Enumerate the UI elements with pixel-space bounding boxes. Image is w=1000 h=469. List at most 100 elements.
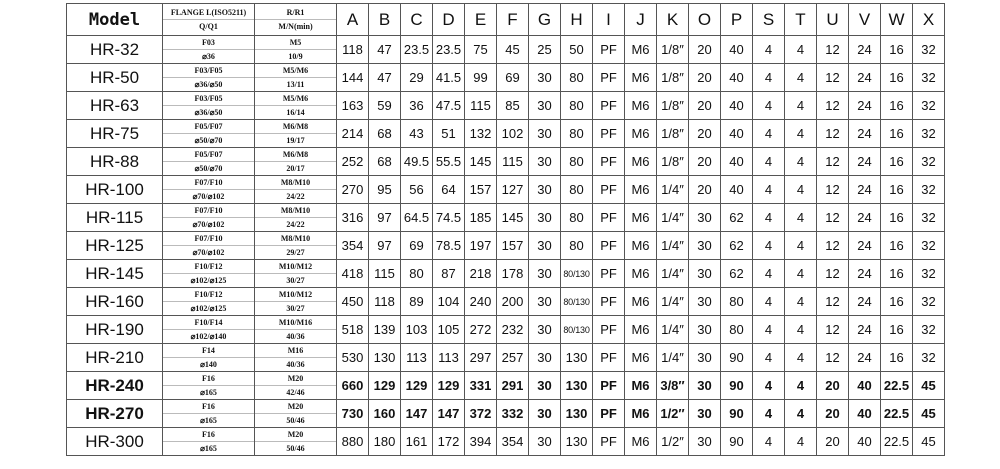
value-cell-D: 129 — [432, 371, 465, 400]
flange-cell: F16 ⌀165 — [162, 371, 255, 400]
value-cell-E: 145 — [464, 147, 497, 176]
value-cell-T: 4 — [784, 343, 817, 372]
value-cell-V: 24 — [848, 315, 881, 344]
value-cell-B: 97 — [368, 231, 401, 260]
flange-type: F05/F07 — [163, 120, 254, 134]
value-cell-P: 40 — [720, 63, 753, 92]
bolt-depth: 16/14 — [286, 108, 305, 117]
column-header-J: J — [624, 3, 657, 36]
value-cell-C: 43 — [400, 119, 433, 148]
value-cell-W: 16 — [880, 175, 913, 204]
value-cell-G: 30 — [528, 231, 561, 260]
r-cell: M10/M12 30/27 — [254, 287, 337, 316]
value-cell-P: 90 — [720, 343, 753, 372]
value-cell-C: 56 — [400, 175, 433, 204]
r-cell: M10/M16 40/36 — [254, 315, 337, 344]
flange-diameter: ⌀36/⌀50 — [194, 108, 223, 117]
value-cell-F: 127 — [496, 175, 529, 204]
value-cell-H: 80 — [560, 63, 593, 92]
value-cell-E: 272 — [464, 315, 497, 344]
column-header-A: A — [336, 3, 369, 36]
value-cell-D: 51 — [432, 119, 465, 148]
value-cell-F: 257 — [496, 343, 529, 372]
column-header-S: S — [752, 3, 785, 36]
value-cell-T: 4 — [784, 203, 817, 232]
bolt-depth: 50/46 — [286, 416, 305, 425]
value-cell-H: 130 — [560, 427, 593, 456]
value-cell-F: 354 — [496, 427, 529, 456]
value-cell-C: 89 — [400, 287, 433, 316]
table-row: HR-145 F10/F12 ⌀102/⌀125 M10/M12 30/27 418 1… — [66, 259, 945, 288]
column-header-P: P — [720, 3, 753, 36]
value-cell-P: 80 — [720, 287, 753, 316]
r-cell: M5/M6 13/11 — [254, 63, 337, 92]
flange-diameter: ⌀70/⌀102 — [192, 220, 225, 229]
value-cell-V: 24 — [848, 35, 881, 64]
value-cell-X: 45 — [912, 371, 945, 400]
flange-type: F10/F14 — [163, 316, 254, 330]
value-cell-T: 4 — [784, 371, 817, 400]
value-cell-S: 4 — [752, 343, 785, 372]
value-cell-K: 1/4″ — [656, 343, 689, 372]
value-cell-T: 4 — [784, 231, 817, 260]
value-cell-I: PF — [592, 231, 625, 260]
table-row: HR-32 F03 ⌀36 M5 10/9 118 47 23.5 23.5 75 45 25 50… — [66, 35, 945, 64]
value-cell-P: 40 — [720, 175, 753, 204]
flange-cell: F10/F14 ⌀102/⌀140 — [162, 315, 255, 344]
table-row: HR-63 F03/F05 ⌀36/⌀50 M5/M6 16/14 163 59 36 47… — [66, 91, 945, 120]
value-cell-C: 129 — [400, 371, 433, 400]
table-row: HR-300 F16 ⌀165 M20 50/46 880 180 161 172 394 35… — [66, 427, 945, 456]
r-cell: M8/M10 29/27 — [254, 231, 337, 260]
value-cell-D: 64 — [432, 175, 465, 204]
value-cell-O: 30 — [688, 203, 721, 232]
table-row: HR-270 F16 ⌀165 M20 50/46 730 160 147 147 372 33… — [66, 399, 945, 428]
value-cell-E: 394 — [464, 427, 497, 456]
bolt-depth: 24/22 — [286, 192, 305, 201]
value-cell-A: 450 — [336, 287, 369, 316]
value-cell-O: 30 — [688, 231, 721, 260]
value-cell-T: 4 — [784, 259, 817, 288]
value-cell-U: 12 — [816, 119, 849, 148]
value-cell-C: 49.5 — [400, 147, 433, 176]
column-header-H: H — [560, 3, 593, 36]
flange-type: F10/F12 — [163, 260, 254, 274]
value-cell-S: 4 — [752, 175, 785, 204]
flange-type: F07/F10 — [163, 232, 254, 246]
flange-diameter: ⌀140 — [200, 360, 217, 369]
model-cell: HR-190 — [66, 315, 163, 344]
value-cell-S: 4 — [752, 231, 785, 260]
value-cell-J: M6 — [624, 119, 657, 148]
model-cell: HR-32 — [66, 35, 163, 64]
specification-table: Model FLANGE L(ISO5211) Q/Q1 R/R1 M/N(min)… — [66, 3, 945, 456]
flange-diameter: ⌀165 — [200, 416, 217, 425]
value-cell-H: 80 — [560, 147, 593, 176]
value-cell-K: 1/2″ — [656, 399, 689, 428]
value-cell-J: M6 — [624, 399, 657, 428]
value-cell-X: 32 — [912, 203, 945, 232]
flange-diameter: ⌀70/⌀102 — [192, 248, 225, 257]
flange-cell: F07/F10 ⌀70/⌀102 — [162, 203, 255, 232]
value-cell-E: 115 — [464, 91, 497, 120]
flange-type: F05/F07 — [163, 148, 254, 162]
value-cell-I: PF — [592, 119, 625, 148]
r-cell: M5/M6 16/14 — [254, 91, 337, 120]
model-cell: HR-88 — [66, 147, 163, 176]
value-cell-U: 12 — [816, 231, 849, 260]
value-cell-G: 30 — [528, 371, 561, 400]
bolt-size: M6/M8 — [255, 120, 336, 134]
bolt-size: M5/M6 — [255, 64, 336, 78]
value-cell-O: 30 — [688, 427, 721, 456]
value-cell-U: 12 — [816, 287, 849, 316]
flange-header: FLANGE L(ISO5211) Q/Q1 — [162, 3, 255, 36]
value-cell-P: 62 — [720, 259, 753, 288]
value-cell-E: 157 — [464, 175, 497, 204]
flange-diameter: ⌀36 — [202, 52, 215, 61]
value-cell-X: 32 — [912, 119, 945, 148]
column-header-W: W — [880, 3, 913, 36]
flange-type: F14 — [163, 344, 254, 358]
value-cell-E: 75 — [464, 35, 497, 64]
bolt-size: M20 — [255, 400, 336, 414]
flange-cell: F07/F10 ⌀70/⌀102 — [162, 231, 255, 260]
value-cell-S: 4 — [752, 287, 785, 316]
value-cell-P: 40 — [720, 91, 753, 120]
